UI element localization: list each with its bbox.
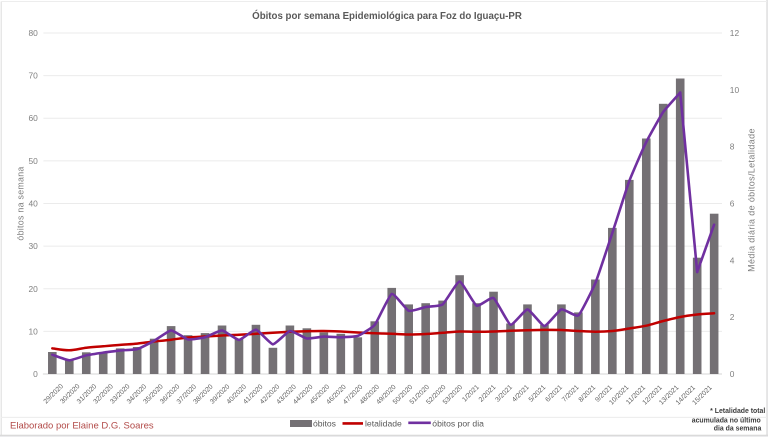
- svg-text:* Letalidade total: * Letalidade total: [710, 408, 765, 415]
- svg-text:10: 10: [28, 326, 38, 336]
- svg-text:letalidade: letalidade: [365, 418, 402, 428]
- svg-text:dia da semana: dia da semana: [714, 426, 762, 433]
- svg-text:30: 30: [28, 241, 38, 251]
- svg-text:0: 0: [33, 369, 38, 379]
- svg-text:60: 60: [28, 113, 38, 123]
- svg-text:óbitos: óbitos: [313, 418, 336, 428]
- svg-text:12: 12: [730, 28, 740, 38]
- svg-text:8: 8: [730, 142, 735, 152]
- svg-text:6: 6: [730, 199, 735, 209]
- svg-text:80: 80: [28, 28, 38, 38]
- svg-text:2: 2: [730, 312, 735, 322]
- svg-text:acumulada no último: acumulada no último: [692, 417, 761, 424]
- svg-text:óbitos por dia: óbitos por dia: [432, 418, 484, 428]
- svg-text:10: 10: [730, 85, 740, 95]
- svg-text:40: 40: [28, 199, 38, 209]
- svg-text:Média diária de óbitos/Letalid: Média diária de óbitos/Letalidade: [747, 128, 757, 272]
- svg-text:20: 20: [28, 284, 38, 294]
- svg-text:50: 50: [28, 156, 38, 166]
- svg-text:Óbitos por semana Epidemiológi: Óbitos por semana Epidemiológica para Fo…: [252, 10, 522, 22]
- svg-text:70: 70: [28, 71, 38, 81]
- svg-text:Elaborado por Elaine D.G. Soar: Elaborado por Elaine D.G. Soares: [10, 421, 154, 432]
- svg-text:4: 4: [730, 255, 735, 265]
- svg-text:0: 0: [730, 369, 735, 379]
- svg-text:óbitos na semana: óbitos na semana: [16, 166, 26, 240]
